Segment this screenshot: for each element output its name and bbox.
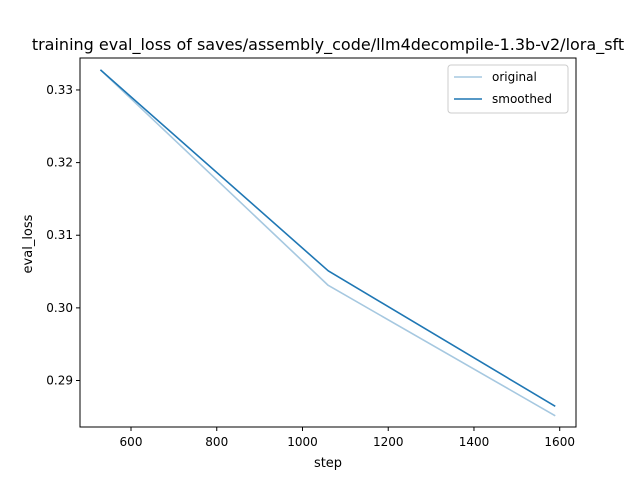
legend-label-original: original (492, 70, 537, 84)
x-tick-label: 800 (205, 435, 228, 449)
y-axis: 0.29 0.30 0.31 0.32 0.33 (46, 83, 80, 388)
chart-title: training eval_loss of saves/assembly_cod… (32, 35, 624, 55)
x-tick-label: 1200 (373, 435, 404, 449)
legend: original smoothed (447, 64, 569, 114)
x-tick-label: 1000 (287, 435, 318, 449)
legend-label-smoothed: smoothed (492, 92, 552, 106)
x-axis: 600 800 1000 1200 1400 1600 (120, 427, 575, 449)
plot-frame (79, 57, 577, 428)
y-tick-label: 0.33 (46, 83, 73, 97)
x-tick-label: 1400 (459, 435, 490, 449)
x-axis-label: step (314, 456, 342, 471)
y-tick-label: 0.32 (46, 156, 73, 170)
y-tick-label: 0.31 (46, 228, 73, 242)
series-line-smoothed (99, 69, 556, 408)
x-tick-label: 600 (120, 435, 143, 449)
series-layer (99, 69, 556, 417)
series-line-original (99, 69, 556, 417)
x-tick-label: 1600 (544, 435, 575, 449)
y-tick-label: 0.29 (46, 374, 73, 388)
plot-area (79, 57, 577, 428)
y-tick-label: 0.30 (46, 301, 73, 315)
y-axis-label: eval_loss (21, 214, 36, 273)
